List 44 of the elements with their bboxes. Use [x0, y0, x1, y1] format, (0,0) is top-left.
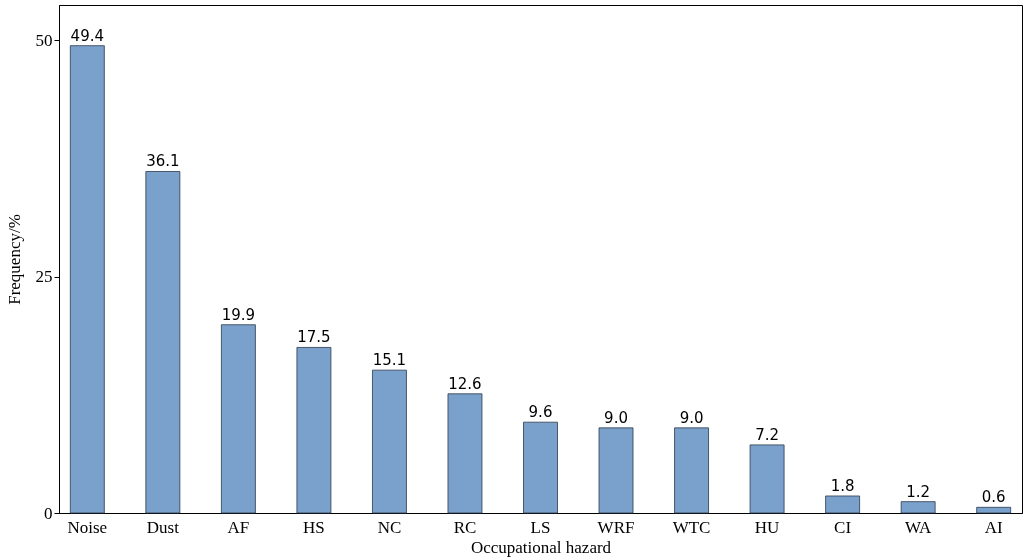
bar — [69, 45, 105, 514]
y-axis-title: Frequency/% — [4, 214, 24, 305]
x-tick-label: AI — [984, 517, 1003, 537]
bar — [296, 347, 332, 514]
x-tick-label: HU — [754, 517, 780, 537]
x-tick-label: WA — [904, 517, 933, 537]
data-label: 36.1 — [146, 152, 180, 171]
x-axis-title: Occupational hazard — [470, 537, 612, 557]
x-tick-label: NC — [377, 517, 402, 537]
data-label: 7.2 — [755, 425, 780, 444]
y-tick-label: 50 — [35, 30, 53, 50]
data-label: 9.0 — [604, 408, 628, 427]
data-label: 0.6 — [981, 488, 1006, 507]
data-label: 1.8 — [830, 476, 855, 495]
data-label: 9.0 — [679, 408, 704, 427]
data-label: 1.2 — [906, 482, 931, 501]
bar — [749, 444, 785, 514]
bar — [372, 369, 407, 514]
x-tick-label: HS — [303, 517, 325, 537]
bar — [598, 427, 634, 514]
bar — [674, 427, 709, 514]
data-label: 49.4 — [70, 26, 105, 45]
bar — [825, 495, 861, 514]
bar — [976, 506, 1012, 514]
x-tick-label: RC — [453, 517, 477, 537]
x-tick-label: WTC — [672, 517, 711, 537]
y-tick-label: 0 — [44, 503, 53, 523]
x-tick-label: Noise — [67, 517, 108, 537]
data-label: 12.6 — [448, 374, 482, 393]
data-label: 17.5 — [297, 328, 331, 347]
x-tick-label: Dust — [146, 517, 180, 537]
bar — [900, 501, 936, 514]
data-label: 19.9 — [221, 305, 256, 324]
data-label: 15.1 — [372, 351, 407, 370]
bar — [523, 421, 558, 514]
bar — [145, 171, 181, 514]
bar — [220, 324, 256, 514]
x-tick-label: WRF — [597, 517, 635, 537]
x-tick-label: CI — [834, 517, 852, 537]
x-tick-label: AF — [227, 517, 250, 537]
bar — [447, 393, 483, 514]
data-label: 9.6 — [528, 403, 553, 422]
y-tick-label: 25 — [35, 267, 53, 286]
x-tick-label: LS — [530, 517, 551, 537]
